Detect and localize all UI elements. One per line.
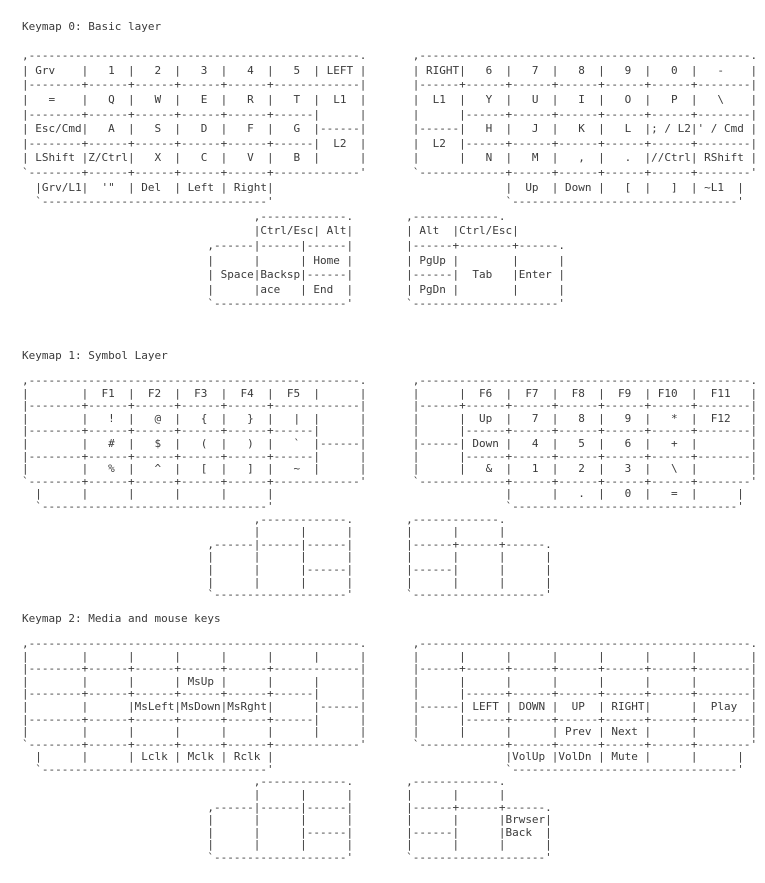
keymap-2-section: Keymap 2: Media and mouse keys ,---------…: [22, 611, 765, 865]
keymap-2-title: Keymap 2: Media and mouse keys: [22, 611, 221, 625]
keymap-2-ascii-art: ,---------------------------------------…: [22, 636, 758, 865]
keymap-0-ascii-art: ,---------------------------------------…: [22, 49, 758, 311]
keymap-1-ascii-art: ,---------------------------------------…: [22, 374, 758, 602]
keymap-0-section: Keymap 0: Basic layer ,------------------…: [22, 20, 765, 312]
keymap-1-section: Keymap 1: Symbol Layer ,-----------------…: [22, 348, 765, 602]
keymap-0-title: Keymap 0: Basic layer: [22, 20, 162, 33]
keymap-1-title: Keymap 1: Symbol Layer: [22, 348, 168, 362]
